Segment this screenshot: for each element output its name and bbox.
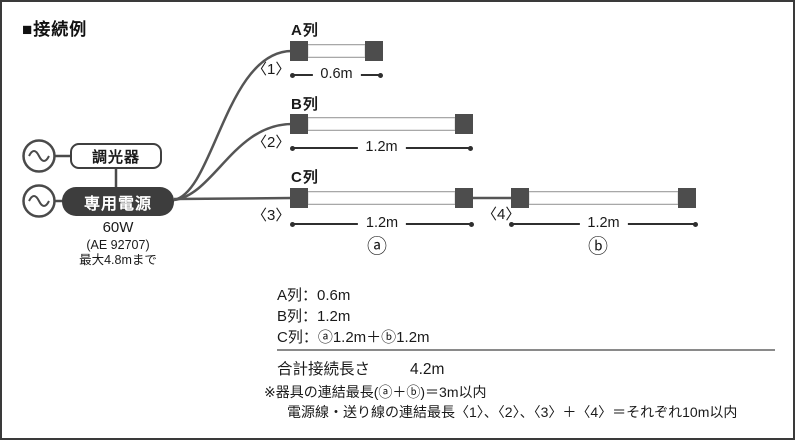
- dimension-row-a: 0.6m: [290, 66, 383, 82]
- dimension-label: 1.2m: [357, 139, 406, 155]
- light-tube: [308, 191, 455, 205]
- segment-a-mark: ⓐ: [367, 236, 387, 258]
- note-wire-max: 電源線・送り線の連結最長〈1〉、〈2〉、〈3〉＋〈4〉＝それぞれ10m以内: [287, 404, 738, 420]
- feed-wire-row-c: [173, 196, 293, 201]
- dimension-label: 1.2m: [357, 215, 407, 231]
- end-cap: [455, 114, 473, 134]
- row-a-label: A列: [291, 22, 319, 39]
- end-cap: [290, 114, 308, 134]
- sine-wave-icon: [28, 150, 50, 162]
- power-supply-label: 専用電源: [83, 195, 152, 213]
- feed-tag-1: 〈1〉: [252, 61, 291, 78]
- power-supply-specs: 60W (AE 92707) 最大4.8mまで: [47, 219, 189, 269]
- summary-divider: [277, 349, 775, 351]
- end-cap: [455, 188, 473, 208]
- model-number-text: (AE 92707): [86, 237, 150, 252]
- ac-source-icon: [22, 184, 56, 218]
- light-bar-row-a: [290, 41, 383, 61]
- dimension-label: 1.2m: [579, 215, 628, 231]
- total-length-value: 4.2m: [410, 361, 445, 378]
- light-tube: [529, 191, 678, 205]
- figure-title: ■接続例: [22, 20, 88, 39]
- row-b-label: B列: [291, 96, 319, 113]
- summary-row-c: C列：ⓐ1.2m＋ⓑ1.2m: [277, 329, 430, 346]
- max-run-text: 最大4.8mまで: [79, 253, 157, 268]
- sine-wave-icon: [28, 195, 50, 207]
- light-tube: [308, 44, 365, 58]
- power-supply-box: 専用電源: [62, 187, 174, 216]
- end-cap: [290, 41, 308, 61]
- wattage-text: 60W: [102, 219, 134, 236]
- link-tag-4: 〈4〉: [482, 206, 521, 223]
- dimension-row-b: 1.2m: [290, 139, 473, 155]
- end-cap: [365, 41, 383, 61]
- total-length-label: 合計接続長さ: [277, 361, 371, 378]
- light-bar-row-b: [290, 114, 473, 134]
- total-length-line: 合計接続長さ 4.2m: [277, 357, 444, 379]
- dimension-label: 0.6m: [312, 66, 361, 82]
- light-bar-row-c-segment-a: [290, 188, 473, 208]
- dimmer-label: 調光器: [91, 148, 140, 166]
- ac-source-icon: [22, 139, 56, 173]
- dimension-row-c-segment-a: 1.2m: [290, 215, 474, 231]
- feed-tag-3: 〈3〉: [252, 207, 291, 224]
- summary-row-a: A列：0.6m: [277, 287, 351, 304]
- end-cap: [290, 188, 308, 208]
- light-tube: [308, 117, 455, 131]
- summary-row-b: B列：1.2m: [277, 308, 351, 325]
- end-cap: [678, 188, 696, 208]
- feed-tag-2: 〈2〉: [252, 134, 291, 151]
- dimension-row-c-segment-b: 1.2m: [509, 215, 698, 231]
- dimmer-box: 調光器: [70, 143, 162, 169]
- row-c-label: C列: [291, 169, 319, 186]
- end-cap: [511, 188, 529, 208]
- segment-b-mark: ⓑ: [588, 236, 608, 258]
- light-bar-row-c-segment-b: [511, 188, 696, 208]
- note-fixture-max: ※器具の連結最長(ⓐ＋ⓑ)＝3m以内: [264, 384, 487, 400]
